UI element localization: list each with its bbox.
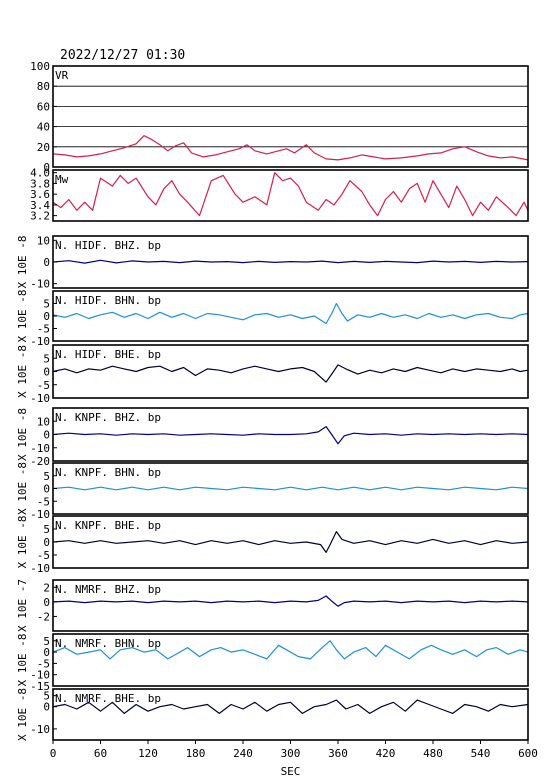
series-line [52,486,529,491]
x-tick-label: 600 [518,747,538,760]
unit-label: X 10E -8 [16,345,29,398]
y-tick-label: 0 [43,161,50,174]
y-tick-label: 5 [43,470,50,483]
y-tick-label: 0 [43,256,50,269]
series-line [52,364,529,383]
y-tick-label: -10 [30,723,50,736]
y-tick-label: -10 [30,562,50,575]
unit-label: X 10E -8 [16,516,29,569]
x-tick-label: 540 [471,747,491,760]
y-tick-label: -5 [37,657,50,670]
y-tick-label: 100 [30,60,50,73]
y-tick-label: 3.2 [30,210,50,223]
x-tick-label: 60 [94,747,107,760]
y-tick-label: 0 [43,701,50,714]
y-tick-label: 5 [43,690,50,703]
y-tick-label: -10 [30,335,50,348]
y-tick-label: 0 [43,646,50,659]
y-tick-label: 0 [43,429,50,442]
panel-label: N. KNPF. BHZ. bp [55,411,161,424]
panel-label: N. HIDF. BHE. bp [55,348,161,361]
y-tick-label: -5 [37,323,50,336]
panel-label: Mw [55,173,69,186]
x-tick-label: 0 [50,747,57,760]
y-tick-label: 0 [43,310,50,323]
panel-label: VR [55,69,69,82]
y-tick-label: 20 [37,141,50,154]
y-tick-label: 5 [43,523,50,536]
panel-label: N. NMRF. BHE. bp [55,692,161,705]
unit-label: X 10E -8 [16,462,29,515]
y-tick-label: 10 [37,415,50,428]
panel-label: N. NMRF. BHZ. bp [55,583,161,596]
y-tick-label: -5 [37,379,50,392]
unit-label: X 10E -7 [16,579,29,632]
y-tick-label: 5 [43,352,50,365]
panel-frame [52,633,529,687]
x-axis-label: SEC [281,765,301,778]
x-tick-label: 180 [186,747,206,760]
y-tick-label: 3.4 [30,199,50,212]
panel-frame [52,169,529,222]
series-line [52,135,529,161]
x-tick-label: 120 [138,747,158,760]
series-line [52,172,529,217]
series-line [52,595,529,607]
y-tick-label: 2 [43,581,50,594]
panel-frame [52,65,529,168]
x-tick-label: 240 [233,747,253,760]
y-tick-label: 5 [43,298,50,311]
y-tick-label: -5 [37,495,50,508]
y-tick-label: -20 [30,455,50,468]
y-tick-label: 0 [43,536,50,549]
y-tick-label: -10 [30,669,50,682]
x-tick-label: 480 [423,747,443,760]
x-tick-label: 300 [281,747,301,760]
panel-frame [52,579,529,632]
series-line [52,699,529,715]
y-tick-label: 60 [37,100,50,113]
panel-label: N. KNPF. BHN. bp [55,466,161,479]
unit-label: X 10E -8 [16,236,29,289]
unit-label: X 10E -8 [16,688,29,741]
unit-label: X 10E -8 [16,634,29,687]
series-line [52,640,529,660]
y-tick-label: 0 [43,596,50,609]
y-tick-label: -15 [30,680,50,693]
y-tick-label: -10 [30,508,50,521]
y-tick-label: 3.8 [30,177,50,190]
panel-label: N. KNPF. BHE. bp [55,519,161,532]
y-tick-label: 4.0 [30,167,50,180]
y-tick-label: -5 [37,549,50,562]
y-tick-label: 0 [43,366,50,379]
y-tick-label: 5 [43,635,50,648]
series-line [52,259,529,264]
series-line [52,302,529,325]
y-tick-label: -2 [37,610,50,623]
panel-label: N. HIDF. BHZ. bp [55,239,161,252]
panel-label: N. HIDF. BHN. bp [55,294,161,307]
y-tick-label: 3.6 [30,188,50,201]
y-tick-label: 80 [37,80,50,93]
series-line [52,530,529,554]
unit-label: X 10E -8 [16,290,29,343]
y-tick-label: -10 [30,392,50,405]
y-tick-label: 10 [37,234,50,247]
x-tick-label: 360 [328,747,348,760]
y-tick-label: -10 [30,278,50,291]
x-tick-label: 420 [376,747,396,760]
y-tick-label: -10 [30,442,50,455]
y-tick-label: 40 [37,121,50,134]
y-tick-label: 0 [43,483,50,496]
panel-label: N. NMRF. BHN. bp [55,637,161,650]
unit-label: X 10E -8 [16,408,29,461]
timestamp-title: 2022/12/27 01:30 [60,48,186,63]
series-line [52,426,529,445]
